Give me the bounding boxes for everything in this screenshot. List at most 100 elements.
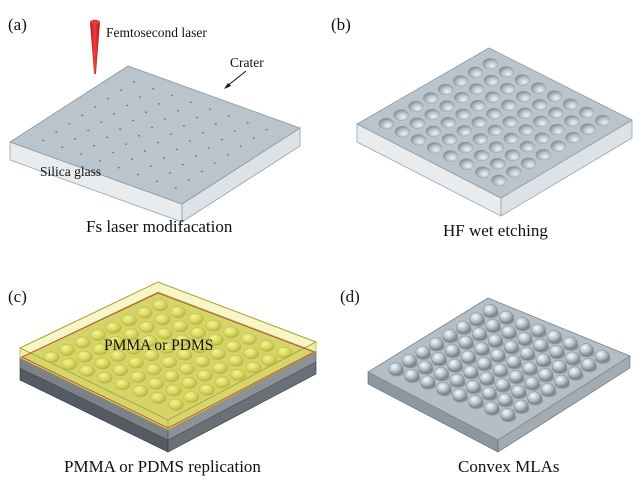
dimple — [475, 166, 491, 178]
dimple-grid — [378, 58, 611, 186]
dimple — [550, 140, 566, 152]
convex-lens — [474, 342, 490, 356]
polymer-lens — [161, 356, 177, 368]
polymer-lens — [194, 355, 211, 368]
polymer-lens — [152, 299, 168, 312]
dimple — [491, 174, 507, 186]
crater-dot — [137, 134, 141, 137]
panel-c-caption: PMMA or PDMS replication — [64, 457, 261, 476]
crater-dot — [74, 138, 77, 140]
convex-lens — [492, 363, 508, 377]
crater-dot — [189, 101, 193, 104]
polymer-lens — [159, 342, 175, 354]
dimple — [393, 109, 409, 121]
crater-dot — [144, 111, 148, 114]
convex-lens — [484, 401, 500, 415]
polymer-lens — [168, 398, 184, 411]
convex-lens — [485, 319, 501, 332]
convex-lens — [540, 383, 556, 396]
crater-dot — [227, 115, 230, 117]
dimple — [489, 158, 506, 170]
panel-d-tag: (d) — [340, 287, 360, 306]
polymer-lens — [112, 364, 129, 376]
panel-a-caption: Fs laser modifacation — [86, 217, 233, 236]
polymer-lens — [130, 371, 146, 383]
panel-a: (a) Femtosecond laser Crater Silica glas… — [8, 15, 301, 236]
crater-dot — [187, 178, 190, 181]
panel-d-caption: Convex MLAs — [458, 457, 560, 476]
panel-c: (c) PMMA or PDMS PMMA or PDMS replicatio… — [8, 281, 318, 476]
convex-lens — [455, 320, 471, 334]
convex-lens — [567, 366, 583, 380]
crater-dot — [214, 123, 217, 126]
convex-lens — [481, 386, 497, 400]
panel-a-tag: (a) — [8, 15, 27, 34]
crater-dot — [176, 109, 180, 112]
crater-dot — [188, 140, 191, 142]
crater-dot — [213, 162, 216, 164]
dimple — [426, 142, 443, 154]
convex-lens — [465, 380, 481, 394]
polymer-label: PMMA or PDMS — [104, 337, 213, 354]
convex-lens — [476, 357, 492, 370]
convex-lens — [535, 353, 551, 367]
polymer-layer-right — [167, 341, 317, 431]
crater-dot — [136, 173, 140, 176]
crater-dot — [252, 137, 255, 139]
crater-dot — [220, 138, 223, 141]
polymer-lens — [176, 348, 193, 361]
polymer-lens — [136, 307, 153, 319]
polymer-lens — [94, 357, 111, 370]
dimple — [488, 141, 504, 153]
dimple — [459, 158, 475, 170]
crater-dot — [174, 187, 177, 189]
dimple — [520, 157, 537, 169]
dimple — [532, 99, 548, 111]
dimple — [546, 90, 563, 102]
convex-lens — [508, 370, 524, 383]
polymer-lens — [192, 341, 208, 354]
panel-b-caption: HF wet etching — [443, 221, 548, 240]
polymer-lens — [90, 329, 106, 341]
crater-dot — [100, 121, 103, 123]
dimple — [506, 166, 522, 178]
dimple — [518, 124, 534, 136]
panel-b: (b) HF wet etching — [331, 15, 633, 240]
convex-lens — [594, 349, 610, 363]
crater-arrow-head — [224, 83, 231, 89]
crater-dot — [226, 153, 229, 156]
dimple — [533, 115, 549, 127]
polymer-lens — [105, 321, 122, 334]
crater-dot — [195, 116, 199, 119]
convex-lens — [479, 371, 495, 385]
convex-lens — [420, 375, 436, 389]
dimple — [439, 100, 455, 112]
crater-dot — [163, 118, 167, 120]
polymer-lens — [165, 384, 182, 397]
convex-lens — [500, 408, 516, 421]
polymer-lens — [190, 327, 206, 339]
crater-dot — [170, 94, 174, 97]
polymer-lens — [258, 340, 275, 352]
crater-dot — [157, 103, 161, 105]
crater-dot — [162, 156, 166, 159]
polymer-lens — [59, 344, 75, 356]
polymer-lens — [245, 361, 262, 374]
polymer-lens — [172, 320, 188, 333]
polymer-lens — [196, 369, 213, 382]
crater-dot — [106, 136, 109, 139]
polymer-lens — [76, 350, 93, 363]
dimple — [456, 125, 472, 137]
polymer-lens-grid — [43, 299, 293, 411]
convex-lens — [530, 323, 546, 337]
convex-lens — [527, 391, 543, 405]
polymer-lens — [110, 350, 126, 362]
convex-lens — [469, 312, 485, 326]
dimple — [565, 131, 581, 144]
crater-dot — [94, 106, 97, 108]
dimple — [467, 66, 483, 78]
convex-lens — [463, 365, 479, 379]
polymer-lens — [241, 333, 257, 345]
crater-dot — [42, 139, 45, 142]
dimple — [425, 125, 441, 137]
